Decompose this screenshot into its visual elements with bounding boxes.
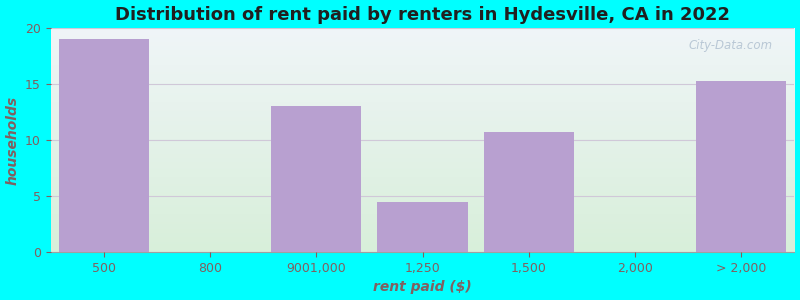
Bar <box>271 106 362 252</box>
Bar <box>696 81 786 252</box>
Bar <box>378 202 468 252</box>
X-axis label: rent paid ($): rent paid ($) <box>374 280 472 294</box>
Bar <box>484 132 574 252</box>
Y-axis label: households: households <box>6 95 19 184</box>
Bar <box>58 39 149 252</box>
Text: City-Data.com: City-Data.com <box>688 39 772 52</box>
Title: Distribution of rent paid by renters in Hydesville, CA in 2022: Distribution of rent paid by renters in … <box>115 6 730 24</box>
